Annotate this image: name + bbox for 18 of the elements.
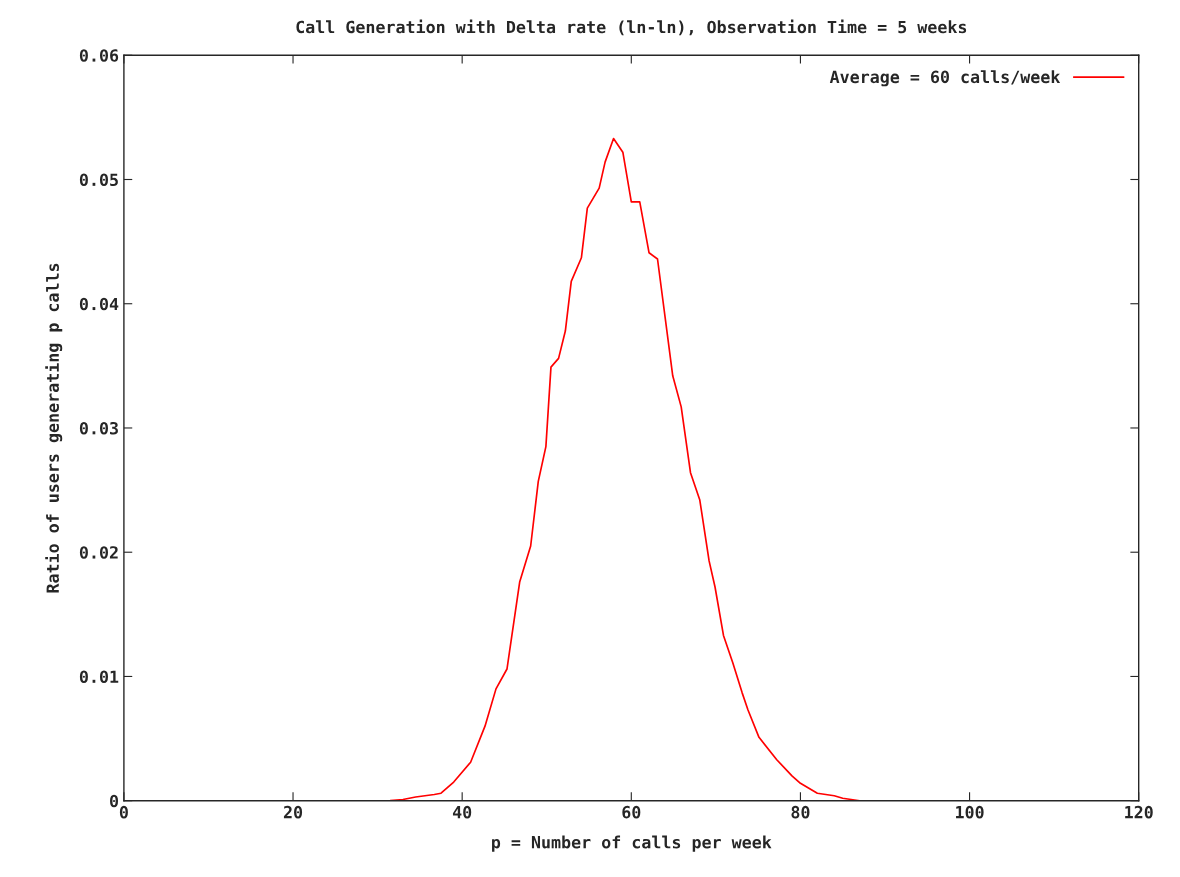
x-tick-label: 60 (622, 805, 641, 819)
x-tick-label: 0 (119, 805, 128, 819)
legend-label: Average = 60 calls/week (829, 70, 1061, 87)
y-tick-label: 0.02 (79, 546, 118, 559)
x-tick-label: 40 (452, 805, 472, 819)
y-tick-label: 0.01 (79, 670, 119, 684)
chart-title: Call Generation with Delta rate (ln-ln), Observation Time = 5 weeks (296, 19, 967, 36)
x-tick-label: 120 (1125, 805, 1153, 819)
y-tick-label: 0.04 (79, 297, 119, 311)
x-tick-label: 100 (956, 805, 984, 819)
x-tick-label: 20 (283, 805, 303, 819)
x-tick-label: 80 (791, 805, 810, 819)
y-axis-title: Ratio of users generating p calls (45, 263, 63, 593)
y-tick-label: 0.05 (79, 173, 118, 187)
y-tick-label: 0.06 (79, 49, 119, 62)
x-axis-title: p = Number of calls per week (492, 835, 772, 852)
y-tick-label: 0 (110, 794, 119, 808)
y-tick-label: 0.03 (79, 421, 118, 435)
